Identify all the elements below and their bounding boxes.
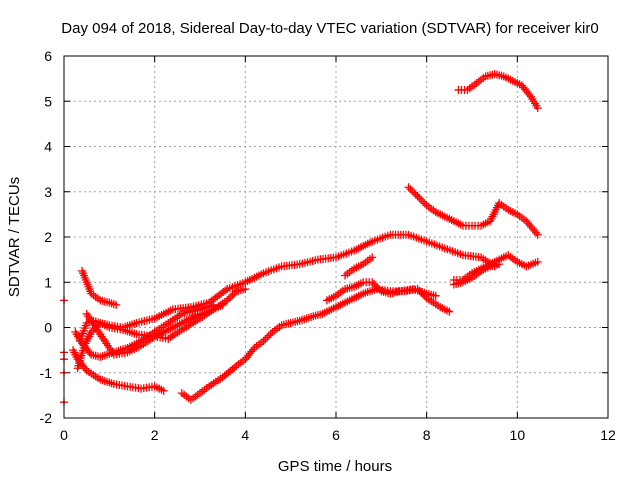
x-tick-label: 4: [241, 427, 249, 443]
x-tick-label: 2: [151, 427, 159, 443]
data-track: [82, 300, 227, 359]
data-point: [215, 291, 224, 300]
data-point: [225, 294, 234, 303]
data-point: [533, 230, 542, 239]
x-tick-label: 6: [332, 427, 340, 443]
data-point: [259, 337, 268, 346]
plot-frame: [63, 55, 609, 419]
x-tick-label: 0: [60, 427, 68, 443]
data-track: [341, 253, 377, 280]
data-track: [454, 70, 542, 113]
data-point: [525, 90, 534, 99]
data-point: [230, 289, 239, 298]
y-axis-title: SDTVAR / TECUs: [6, 177, 23, 297]
data-track: [69, 346, 168, 395]
data-point: [230, 363, 239, 372]
x-tick-label: 10: [510, 427, 526, 443]
data-point: [159, 386, 168, 395]
data-point: [532, 228, 541, 237]
data-point: [368, 278, 377, 287]
data-point: [112, 300, 121, 309]
data-points: [60, 70, 542, 407]
data-point: [228, 290, 237, 299]
data-point: [248, 345, 257, 354]
data-point: [373, 283, 382, 292]
data-point: [411, 190, 420, 199]
data-point: [241, 285, 250, 294]
grid-lines: [64, 56, 608, 418]
data-point: [266, 329, 275, 338]
data-point: [370, 280, 379, 289]
data-point: [368, 253, 377, 262]
x-axis-title: GPS time / hours: [278, 458, 392, 475]
data-point: [218, 300, 227, 309]
chart-title: Day 094 of 2018, Sidereal Day-to-day VTE…: [61, 20, 598, 37]
y-tick-label: 0: [44, 320, 52, 336]
data-track: [322, 278, 440, 305]
data-point: [419, 197, 428, 206]
data-point: [371, 281, 380, 290]
data-track: [449, 260, 504, 289]
data-point: [219, 288, 228, 297]
data-point: [431, 291, 440, 300]
data-point: [406, 185, 415, 194]
x-tick-label: 12: [600, 427, 616, 443]
data-point: [413, 192, 422, 201]
y-tick-label: 1: [44, 274, 52, 290]
data-point: [408, 186, 417, 195]
data-point: [81, 364, 90, 373]
data-point: [409, 188, 418, 197]
data-point: [495, 260, 504, 269]
data-point: [533, 104, 542, 113]
data-track: [78, 266, 121, 309]
y-tick-label: -1: [40, 365, 53, 381]
data-point: [415, 194, 424, 203]
data-point: [263, 333, 272, 342]
data-point: [264, 331, 273, 340]
data-point: [445, 307, 454, 316]
y-tick-label: 6: [44, 48, 52, 64]
data-point: [221, 286, 230, 295]
y-tick-label: 5: [44, 93, 52, 109]
data-track: [404, 183, 542, 239]
data-point: [375, 285, 384, 294]
data-point: [226, 292, 235, 301]
data-point: [404, 183, 413, 192]
data-point: [261, 335, 270, 344]
data-point: [211, 294, 220, 303]
y-tick-label: 3: [44, 184, 52, 200]
x-tick-label: 8: [423, 427, 431, 443]
y-tick-label: 2: [44, 229, 52, 245]
data-point: [87, 328, 96, 337]
data-point: [417, 195, 426, 204]
y-tick-label: -2: [40, 410, 53, 426]
data-point: [217, 289, 226, 298]
data-point: [223, 296, 232, 305]
y-tick-label: 4: [44, 139, 52, 155]
data-point: [213, 292, 222, 301]
data-point: [420, 199, 429, 208]
data-point: [533, 257, 542, 266]
